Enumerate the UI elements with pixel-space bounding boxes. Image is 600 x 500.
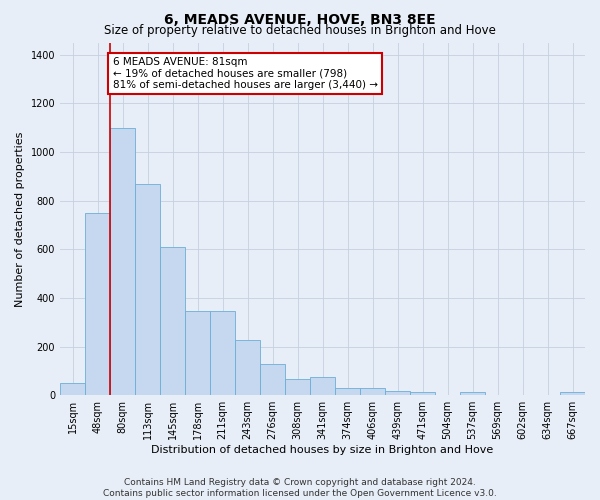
Bar <box>110 128 135 395</box>
Bar <box>85 213 110 395</box>
Bar <box>560 392 585 395</box>
Bar <box>235 340 260 395</box>
X-axis label: Distribution of detached houses by size in Brighton and Hove: Distribution of detached houses by size … <box>151 445 494 455</box>
Bar <box>260 364 285 395</box>
Text: Contains HM Land Registry data © Crown copyright and database right 2024.
Contai: Contains HM Land Registry data © Crown c… <box>103 478 497 498</box>
Bar <box>460 392 485 395</box>
Bar <box>335 388 360 395</box>
Bar <box>410 392 435 395</box>
Bar <box>135 184 160 395</box>
Text: 6 MEADS AVENUE: 81sqm
← 19% of detached houses are smaller (798)
81% of semi-det: 6 MEADS AVENUE: 81sqm ← 19% of detached … <box>113 57 377 90</box>
Bar <box>310 377 335 395</box>
Text: 6, MEADS AVENUE, HOVE, BN3 8EE: 6, MEADS AVENUE, HOVE, BN3 8EE <box>164 12 436 26</box>
Bar <box>210 312 235 395</box>
Bar <box>360 388 385 395</box>
Y-axis label: Number of detached properties: Number of detached properties <box>15 131 25 306</box>
Bar <box>160 247 185 395</box>
Bar <box>285 378 310 395</box>
Text: Size of property relative to detached houses in Brighton and Hove: Size of property relative to detached ho… <box>104 24 496 37</box>
Bar <box>185 312 210 395</box>
Bar <box>385 391 410 395</box>
Bar <box>60 382 85 395</box>
